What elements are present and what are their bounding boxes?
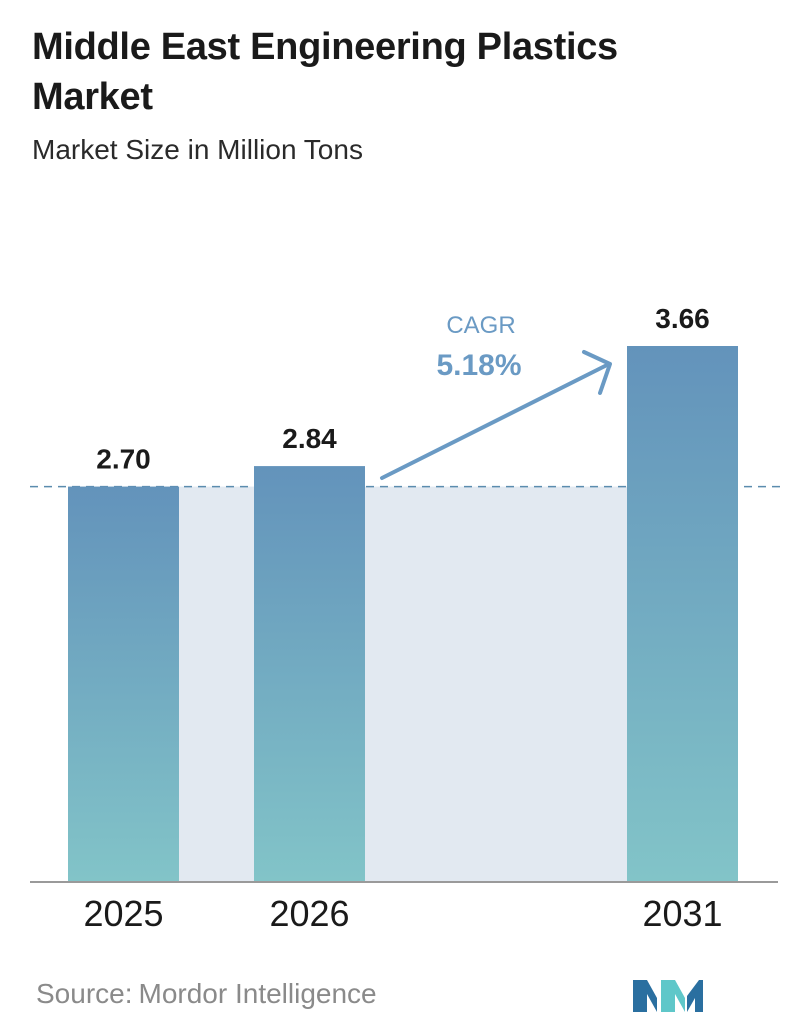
x-tick-label-2026: 2026 (269, 893, 349, 934)
cagr-value: 5.18% (436, 349, 521, 382)
chart-bands (68, 486, 738, 882)
tick-labels-group: 2025 2026 2031 (83, 893, 722, 934)
reference-band (68, 486, 738, 882)
cagr-annotation: CAGR 5.18% (380, 312, 612, 480)
x-tick-label-2025: 2025 (83, 893, 163, 934)
bar-2025 (68, 486, 179, 882)
chart-subtitle: Market Size in Million Tons (32, 134, 363, 165)
chart-title: Middle East Engineering Plastics Market (32, 26, 618, 118)
bar-2031 (627, 346, 738, 882)
cagr-arrow (380, 363, 609, 480)
source-label: Source: (36, 978, 133, 1009)
bar-chart: 2.70 2.84 3.66 2025 2026 2031 CAGR 5.18% (30, 303, 780, 934)
bar-2026 (254, 466, 365, 882)
cagr-label: CAGR (446, 312, 515, 339)
value-label-2026: 2.84 (282, 423, 337, 454)
value-label-2031: 3.66 (655, 303, 710, 334)
cagr-arrowhead (582, 350, 612, 395)
value-labels-group: 2.70 2.84 3.66 (96, 303, 710, 475)
value-label-2025: 2.70 (96, 444, 151, 475)
mordor-intelligence-logo-icon (633, 980, 703, 1012)
source-name: Mordor Intelligence (138, 978, 377, 1009)
source-note: Source: Mordor Intelligence (36, 976, 377, 1012)
bars-group (68, 346, 738, 882)
x-tick-label-2031: 2031 (642, 893, 722, 934)
